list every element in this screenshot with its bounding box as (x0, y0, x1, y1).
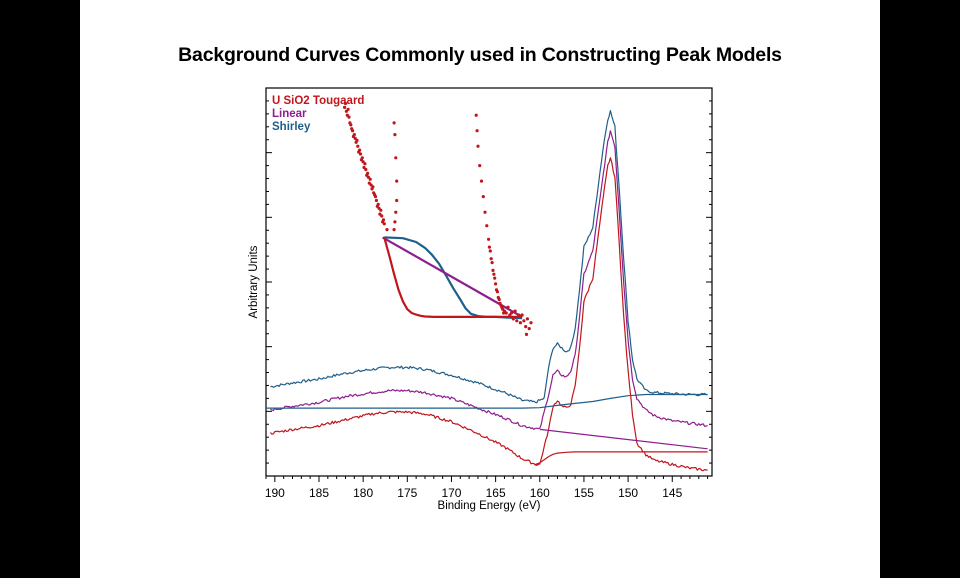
x-tick-label: 170 (441, 486, 461, 500)
slide-title: Background Curves Commonly used in Const… (178, 44, 782, 66)
tougaard-data-point (489, 257, 493, 261)
tougaard-data-point (493, 276, 497, 280)
series-linear-background (539, 428, 708, 450)
tougaard-data-point (502, 311, 506, 315)
tougaard-data-point (347, 115, 351, 119)
tougaard-data-point (395, 179, 399, 183)
tougaard-data-point (475, 129, 479, 133)
tougaard-data-point (474, 113, 478, 117)
tougaard-data-point (362, 165, 366, 170)
tougaard-data-point (359, 158, 363, 162)
tougaard-data-point (506, 305, 510, 309)
tougaard-data-point (524, 332, 529, 336)
legend-entry-tougaard: U SiO2 Tougaard (272, 95, 364, 107)
tougaard-data-point (363, 162, 367, 166)
tougaard-data-point (393, 133, 397, 137)
tougaard-data-point (490, 261, 494, 265)
legend-entry-linear: Linear (272, 108, 307, 120)
tougaard-data-point (525, 317, 529, 321)
tougaard-data-point (354, 140, 358, 144)
tougaard-data-point (500, 305, 504, 309)
tougaard-data-point (349, 123, 353, 127)
tougaard-data-point (351, 134, 355, 139)
x-tick-label: 175 (397, 486, 417, 500)
legend-entry-shirley: Shirley (272, 121, 311, 133)
tougaard-data-point (379, 208, 383, 212)
tougaard-data-point (343, 101, 348, 106)
tougaard-data-point (491, 268, 495, 272)
tougaard-data-point (479, 179, 484, 183)
series-shirley-background (266, 393, 708, 409)
x-tick-label: 145 (662, 486, 682, 500)
tougaard-data-point (393, 220, 397, 224)
tougaard-data-point (346, 107, 350, 111)
tougaard-data-point (509, 311, 514, 315)
tougaard-data-point (350, 127, 354, 131)
tougaard-data-point (515, 319, 519, 323)
series-tougaard-background (535, 451, 708, 465)
tougaard-data-point (518, 321, 522, 325)
tougaard-data-point (488, 249, 492, 253)
series-shirley-spectrum (270, 110, 708, 404)
tougaard-data-point (378, 212, 382, 216)
tougaard-data-point (365, 173, 369, 177)
x-tick-label: 155 (574, 486, 594, 500)
tougaard-data-point (511, 317, 515, 321)
tougaard-data-point (374, 198, 378, 203)
x-tick-label: 180 (353, 486, 373, 500)
tougaard-data-point (381, 220, 385, 224)
tougaard-data-point (487, 237, 491, 241)
tougaard-data-point (478, 164, 482, 168)
tougaard-data-point (487, 245, 491, 249)
series-layer (266, 110, 708, 472)
tougaard-data-point (517, 313, 521, 317)
series-linear-spectrum (270, 130, 708, 430)
tougaard-data-point (375, 204, 379, 208)
tougaard-data-point (367, 181, 371, 185)
tougaard-data-point (373, 193, 377, 197)
tougaard-data-point (394, 210, 398, 214)
tougaard-data-point (522, 319, 526, 323)
tougaard-data-point (343, 105, 347, 109)
x-axis-label: Binding Energy (eV) (438, 500, 541, 512)
x-tick-label: 160 (530, 486, 550, 500)
tougaard-data-point (524, 325, 528, 329)
tougaard-data-point (392, 228, 396, 232)
x-tick-label: 190 (265, 486, 285, 500)
tougaard-data-point (395, 198, 399, 203)
tougaard-data-point (483, 210, 487, 214)
slide: Background Curves Commonly used in Const… (80, 0, 880, 578)
series-tougaard-spectrum (269, 157, 708, 472)
tougaard-data-point (520, 313, 524, 317)
series-inset-tougaard (383, 237, 523, 318)
xps-background-chart: 190 185 180 175 170 165 160 155 150 145 Binding E… (248, 87, 713, 512)
tougaard-data-point (485, 224, 489, 228)
tougaard-data-point (394, 156, 398, 160)
tougaard-data-point (529, 321, 533, 325)
tougaard-data-point (513, 309, 517, 313)
tougaard-data-point (370, 187, 374, 191)
tougaard-data-point (476, 144, 480, 148)
tougaard-data-point (527, 327, 531, 331)
x-tick-label: 165 (486, 486, 506, 500)
tougaard-data-point (481, 195, 485, 199)
tougaard-data-point (494, 282, 498, 286)
tougaard-data-point (498, 301, 502, 305)
x-tick-label: 185 (309, 486, 329, 500)
scatter-points-layer (343, 101, 533, 336)
tougaard-data-point (356, 144, 360, 148)
tougaard-data-point (385, 228, 389, 232)
tougaard-data-point (496, 295, 500, 300)
tougaard-data-point (492, 272, 496, 276)
tougaard-data-point (494, 288, 499, 292)
plot-frame (265, 87, 713, 477)
axis-ticks (265, 87, 712, 482)
tougaard-data-point (392, 121, 396, 125)
x-tick-label: 150 (618, 486, 638, 500)
tougaard-data-point (504, 311, 508, 315)
x-tick-labels: 190 185 180 175 170 165 160 155 150 145 (265, 486, 683, 500)
tougaard-data-point (357, 150, 361, 154)
tougaard-data-point (368, 177, 372, 181)
y-axis-label: Arbitrary Units (248, 245, 260, 318)
